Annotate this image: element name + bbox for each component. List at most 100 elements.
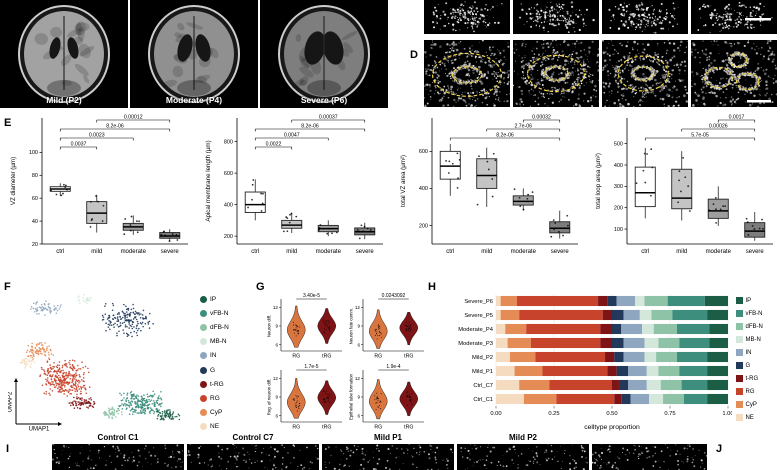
svg-text:RG: RG	[292, 425, 300, 431]
svg-text:8.2e-06: 8.2e-06	[106, 124, 124, 130]
legend-item-ip: IP	[200, 292, 229, 306]
svg-text:tRG: tRG	[322, 425, 331, 431]
svg-text:200: 200	[614, 205, 623, 211]
panel-label-j: J	[716, 443, 723, 455]
svg-text:100: 100	[614, 227, 623, 233]
svg-text:9: 9	[275, 324, 278, 329]
legend-label: CyP	[210, 409, 223, 417]
legend-label: dFB-N	[210, 323, 229, 331]
svg-text:0.0047: 0.0047	[284, 133, 300, 139]
legend-swatch	[200, 323, 207, 331]
mri-panel-mild: Mild (P2)	[0, 0, 128, 108]
legend-swatch	[200, 423, 207, 431]
svg-text:40: 40	[32, 219, 38, 225]
svg-text:9: 9	[275, 395, 278, 400]
legend-item-t-rg: t-RG	[736, 372, 763, 385]
svg-text:600: 600	[419, 149, 428, 155]
svg-text:8.2e-06: 8.2e-06	[301, 124, 319, 130]
legend-item-g: G	[736, 359, 763, 372]
organoid-vz-image-3	[602, 40, 688, 107]
svg-text:moderate: moderate	[706, 249, 732, 255]
legend-label: t-RG	[210, 380, 224, 388]
legend-item-dfb-n: dFB-N	[200, 320, 229, 334]
legend-swatch	[200, 394, 207, 402]
svg-text:mild: mild	[91, 249, 102, 255]
organoid-vz-image-2	[513, 40, 599, 107]
svg-text:0.00032: 0.00032	[532, 115, 551, 121]
svg-text:9: 9	[357, 324, 360, 329]
legend-item-mb-n: MB-N	[736, 333, 763, 346]
svg-text:severe: severe	[551, 249, 570, 255]
legend-item-cyp: CyP	[200, 406, 229, 420]
legend-swatch	[736, 375, 743, 382]
svg-text:total loop area (µm²): total loop area (µm²)	[595, 153, 602, 209]
legend-swatch	[736, 297, 743, 304]
legend-swatch	[736, 388, 743, 395]
legend-item-rg: RG	[736, 385, 763, 398]
svg-text:severe: severe	[356, 249, 375, 255]
legend-swatch	[736, 310, 743, 317]
staining-thumbnail-1	[424, 0, 510, 34]
mri-label-mild: Mild (P2)	[46, 95, 82, 105]
svg-text:200: 200	[419, 223, 428, 229]
legend-label: G	[745, 362, 751, 369]
svg-text:20: 20	[32, 242, 38, 248]
svg-text:ctrl: ctrl	[56, 249, 64, 255]
svg-text:12: 12	[273, 305, 279, 310]
legend-swatch	[736, 336, 743, 343]
boxplot-total-loop-area: 100 200 300 400 500 total loop area (µm²) ctrl…	[595, 115, 773, 255]
legend-label: RG	[210, 394, 220, 402]
svg-text:800: 800	[224, 139, 233, 145]
svg-text:tRG: tRG	[404, 354, 413, 360]
svg-text:severe: severe	[746, 249, 765, 255]
svg-text:300: 300	[614, 184, 623, 190]
legend-label: CyP	[745, 401, 757, 408]
legend-item-vfb-n: vFB-N	[200, 306, 229, 320]
svg-text:400: 400	[224, 202, 233, 208]
svg-text:12: 12	[273, 376, 279, 381]
legend-item-g: G	[200, 363, 229, 377]
mri-label-severe: Severe (P6)	[300, 95, 348, 105]
svg-text:0.0037: 0.0037	[71, 142, 87, 148]
immunostain-image-1	[52, 444, 184, 470]
boxplot-vz-diameter: 20 40 60 80 100 VZ diameter (µm) ctrl mild moder…	[10, 115, 188, 255]
legend-label: IN	[745, 349, 752, 356]
legend-label: NE	[745, 414, 754, 421]
svg-text:mild: mild	[481, 249, 492, 255]
celltype-proportion-chart: Severe_P6Severe_P5Moderate_P4Moderate_P3…	[458, 294, 732, 431]
legend-label: MB-N	[745, 336, 761, 343]
svg-text:UMAP1: UMAP1	[29, 427, 50, 433]
legend-label: vFB-N	[210, 309, 229, 317]
legend-item-in: IN	[736, 346, 763, 359]
svg-text:6: 6	[357, 413, 360, 418]
legend-label: vFB-N	[745, 310, 763, 317]
svg-text:1.7e-5: 1.7e-5	[304, 364, 318, 370]
legend-swatch	[736, 323, 743, 330]
svg-text:2.7e-06: 2.7e-06	[514, 124, 532, 130]
panel-label-h: H	[428, 281, 436, 293]
organoid-vz-image-1	[424, 40, 510, 107]
mri-image-moderate	[130, 0, 258, 108]
immunostain-image-3	[322, 444, 454, 470]
panel-label-f: F	[4, 281, 11, 293]
column-label-control-c1: Control C1	[97, 433, 139, 442]
staining-thumbnail-3	[602, 0, 688, 34]
svg-text:mild: mild	[286, 249, 297, 255]
legend-swatch	[736, 362, 743, 369]
svg-text:12: 12	[355, 376, 361, 381]
legend-swatch	[200, 380, 207, 388]
svg-text:5.7e-05: 5.7e-05	[691, 133, 709, 139]
svg-text:6: 6	[275, 342, 278, 347]
svg-text:Epithelial tube formation: Epithelial tube formation	[349, 373, 354, 420]
svg-text:total VZ area (µm²): total VZ area (µm²)	[400, 155, 407, 207]
svg-text:3.40e-5: 3.40e-5	[303, 293, 320, 299]
svg-text:RG: RG	[374, 354, 382, 360]
organoid-vz-image-4	[691, 40, 777, 107]
umap-plot: UMAP1 UMAP2	[8, 293, 181, 433]
mri-image-mild	[0, 0, 128, 108]
svg-text:Neuron fate comm.: Neuron fate comm.	[349, 308, 354, 345]
